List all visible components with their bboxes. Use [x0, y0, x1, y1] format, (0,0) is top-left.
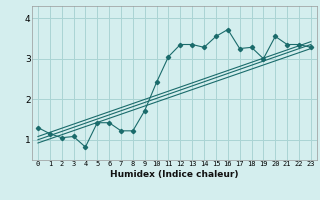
- X-axis label: Humidex (Indice chaleur): Humidex (Indice chaleur): [110, 170, 239, 179]
